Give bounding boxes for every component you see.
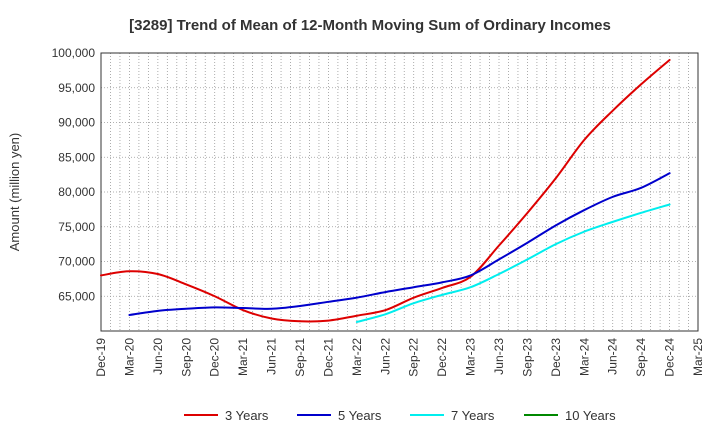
x-tick-label: Sep-24 (634, 338, 648, 377)
legend-label-7-years: 7 Years (451, 408, 495, 423)
x-tick-label: Sep-23 (520, 338, 534, 377)
series-lines (100, 58, 671, 323)
x-tick-label: Dec-22 (435, 338, 449, 377)
x-tick-label: Mar-23 (464, 338, 478, 376)
x-tick-label: Mar-24 (577, 338, 591, 376)
x-tick-label: Mar-20 (122, 338, 136, 376)
y-tick-label: 100,000 (52, 46, 96, 60)
series-line-7-years (355, 203, 671, 323)
x-tick-label: Jun-20 (151, 338, 165, 375)
legend-label-10-years: 10 Years (565, 408, 616, 423)
y-tick-label: 95,000 (58, 81, 95, 95)
x-tick-label: Dec-21 (321, 338, 335, 377)
y-tick-label: 90,000 (58, 116, 95, 130)
x-tick-label: Dec-23 (549, 338, 563, 377)
x-tick-label: Jun-24 (606, 338, 620, 375)
x-tick-label: Mar-21 (236, 338, 250, 376)
chart-title: [3289] Trend of Mean of 12-Month Moving … (129, 17, 611, 34)
y-axis-label: Amount (million yen) (7, 133, 22, 252)
x-tick-label: Dec-19 (94, 338, 108, 377)
y-tick-label: 75,000 (58, 220, 95, 234)
x-tick-labels: Dec-19 Mar-20 Jun-20 Sep-20 Dec-20 Mar-21 Jun-… (94, 338, 705, 377)
series-line-3-years (100, 58, 671, 323)
x-tick-label: Sep-21 (293, 338, 307, 377)
series-line-5-years (128, 172, 671, 317)
x-tick-label: Jun-21 (265, 338, 279, 375)
x-tick-label: Dec-24 (663, 338, 677, 377)
y-tick-label: 85,000 (58, 150, 95, 164)
legend-label-5-years: 5 Years (338, 408, 382, 423)
legend: 3 Years 5 Years 7 Years 10 Years (184, 408, 616, 423)
y-tick-label: 80,000 (58, 185, 95, 199)
y-tick-label: 65,000 (58, 289, 95, 303)
x-tick-label: Jun-22 (378, 338, 392, 375)
x-tick-label: Sep-22 (407, 338, 421, 377)
plot-frame (100, 52, 699, 332)
x-tick-label: Jun-23 (492, 338, 506, 375)
legend-label-3-years: 3 Years (225, 408, 269, 423)
x-tick-label: Mar-25 (691, 338, 705, 376)
y-tick-label: 70,000 (58, 255, 95, 269)
x-tick-label: Dec-20 (208, 338, 222, 377)
y-tick-labels: 65,000 70,000 75,000 80,000 85,000 90,000 95,0… (52, 46, 96, 303)
x-tick-label: Mar-22 (350, 338, 364, 376)
x-tick-label: Sep-20 (179, 338, 193, 377)
